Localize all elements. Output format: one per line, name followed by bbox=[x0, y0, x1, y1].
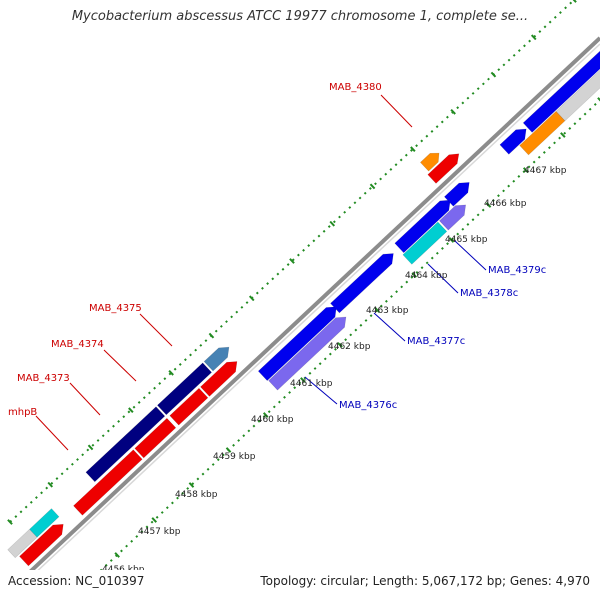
tick-mark bbox=[208, 332, 215, 339]
connector-mab-4374 bbox=[103, 349, 137, 382]
tick-mark bbox=[168, 370, 174, 376]
tick-label: 4458 kbp bbox=[175, 490, 218, 500]
tick-mark bbox=[128, 407, 134, 413]
tick-mark bbox=[560, 132, 566, 138]
tick-label: 4466 kbp bbox=[484, 199, 527, 209]
gene-feature[interactable] bbox=[499, 128, 527, 155]
gene-feature[interactable] bbox=[156, 362, 213, 416]
genome-summary-text: Topology: circular; Length: 5,067,172 bp… bbox=[260, 574, 590, 588]
tick-mark bbox=[490, 71, 497, 78]
gene-feature[interactable] bbox=[402, 221, 448, 265]
tick-mark bbox=[151, 517, 158, 523]
gene-feature[interactable] bbox=[438, 204, 467, 231]
gene-label-mab-4374[interactable]: MAB_4374 bbox=[51, 339, 104, 350]
tick-mark bbox=[114, 552, 120, 558]
gene-feature[interactable] bbox=[200, 361, 238, 397]
tick-label: 4462 kbp bbox=[328, 342, 371, 352]
backbone-line bbox=[0, 36, 600, 600]
tick-mark bbox=[374, 307, 380, 313]
connector-mab-4376c bbox=[304, 376, 338, 405]
gene-feature[interactable] bbox=[427, 153, 460, 184]
tick-label: 4457 kbp bbox=[138, 527, 181, 537]
gene-feature[interactable] bbox=[394, 199, 451, 254]
gene-feature[interactable] bbox=[257, 306, 337, 382]
tick-mark bbox=[188, 482, 195, 488]
tick-mark bbox=[572, 0, 577, 3]
gene-label-mab-4377c[interactable]: MAB_4377c bbox=[407, 336, 465, 347]
tick-mark bbox=[597, 97, 600, 102]
tick-label: 4463 kbp bbox=[366, 306, 409, 316]
gene-label-mab-4380[interactable]: MAB_4380 bbox=[329, 82, 382, 93]
connector-mab-4375 bbox=[139, 313, 173, 347]
tick-mark bbox=[47, 481, 54, 488]
map-title: Mycobacterium abscessus ATCC 19977 chrom… bbox=[71, 9, 529, 24]
connector-mab-4373 bbox=[69, 382, 101, 416]
tick-label: 4464 kbp bbox=[405, 271, 448, 281]
backbone-line-shadow bbox=[5, 43, 600, 600]
gene-label-mhpb[interactable]: mhpB bbox=[8, 407, 37, 418]
gene-feature[interactable] bbox=[419, 152, 440, 172]
tick-mark bbox=[485, 202, 492, 208]
connector-mhpb bbox=[35, 415, 69, 451]
gene-label-connectors bbox=[35, 94, 487, 451]
connector-mab-4377c bbox=[373, 312, 406, 342]
gene-label-mab-4378c[interactable]: MAB_4378c bbox=[460, 288, 518, 299]
gene-feature[interactable] bbox=[522, 46, 600, 133]
gene-label-mab-4379c[interactable]: MAB_4379c bbox=[488, 265, 546, 276]
tick-marks bbox=[7, 0, 600, 593]
gene-feature[interactable] bbox=[443, 182, 470, 207]
tick-mark bbox=[329, 220, 336, 227]
tick-mark bbox=[300, 377, 306, 383]
gene-label-mab-4376c[interactable]: MAB_4376c bbox=[339, 400, 397, 411]
tick-mark bbox=[248, 295, 255, 302]
tick-label: 4467 kbp bbox=[524, 166, 567, 176]
tick-label: 4461 kbp bbox=[290, 379, 333, 389]
tick-mark bbox=[410, 146, 416, 152]
tick-mark bbox=[7, 519, 13, 525]
gene-label-mab-4375[interactable]: MAB_4375 bbox=[89, 303, 142, 314]
gene-feature[interactable] bbox=[268, 316, 347, 391]
tick-mark bbox=[411, 272, 418, 278]
tick-mark bbox=[337, 342, 343, 348]
gene-label-mab-4373[interactable]: MAB_4373 bbox=[17, 373, 70, 384]
connector-mab-4380 bbox=[380, 94, 413, 128]
tick-mark bbox=[289, 258, 295, 264]
tick-mark bbox=[522, 167, 529, 173]
tick-mark bbox=[448, 237, 455, 243]
tick-mark bbox=[369, 183, 376, 190]
connector-mab-4378c bbox=[427, 263, 459, 294]
tick-label: 4459 kbp bbox=[213, 452, 256, 462]
tick-mark bbox=[87, 444, 94, 451]
gene-feature[interactable] bbox=[19, 523, 64, 567]
footer-background bbox=[0, 570, 600, 600]
gene-feature[interactable] bbox=[73, 449, 143, 516]
tick-mark bbox=[225, 447, 232, 453]
connector-mab-4379c bbox=[454, 240, 487, 271]
tick-mark bbox=[450, 109, 456, 115]
gene-feature[interactable] bbox=[330, 253, 394, 314]
gene-feature[interactable] bbox=[85, 406, 166, 483]
gene-feature[interactable] bbox=[169, 387, 209, 426]
tick-label: 4465 kbp bbox=[445, 235, 488, 245]
tick-mark bbox=[262, 412, 269, 418]
gene-feature[interactable] bbox=[134, 417, 177, 459]
accession-text: Accession: NC_010397 bbox=[8, 574, 145, 588]
gene-feature[interactable] bbox=[29, 508, 60, 538]
tick-mark bbox=[530, 34, 537, 41]
gene-features bbox=[7, 46, 600, 600]
gene-feature[interactable] bbox=[203, 346, 230, 372]
tick-label: 4460 kbp bbox=[251, 415, 294, 425]
